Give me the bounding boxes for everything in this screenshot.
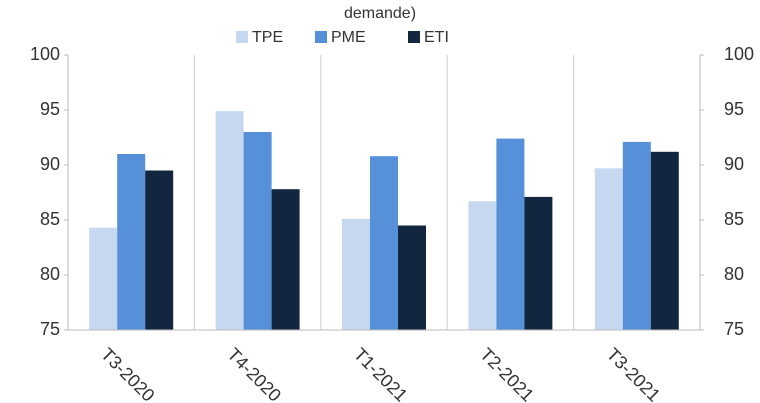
y-tick-label: 100 xyxy=(30,44,60,64)
y-tick-label: 75 xyxy=(40,319,60,339)
bar xyxy=(622,141,651,330)
bar xyxy=(342,218,370,330)
legend-label: ETI xyxy=(424,29,449,46)
x-tick-label: T2-2021 xyxy=(476,344,538,403)
y2-tick-label: 95 xyxy=(724,99,744,119)
y-tick-label: 80 xyxy=(40,264,60,284)
y-tick-label: 95 xyxy=(40,99,60,119)
bar xyxy=(117,154,146,330)
y-tick-label: 90 xyxy=(40,154,60,174)
bar xyxy=(215,111,244,330)
bar xyxy=(496,138,525,330)
legend-swatch xyxy=(236,31,248,43)
legend-label: TPE xyxy=(252,29,283,46)
chart-title: demande) xyxy=(344,5,416,22)
bar xyxy=(650,151,679,330)
bar xyxy=(145,170,174,330)
legend-swatch xyxy=(408,31,420,43)
bar xyxy=(243,132,272,330)
legend-label: PME xyxy=(331,29,366,46)
y2-tick-label: 90 xyxy=(724,154,744,174)
bar xyxy=(468,201,497,330)
y2-tick-label: 80 xyxy=(724,264,744,284)
x-tick-label: T4-2020 xyxy=(223,344,285,403)
y2-tick-label: 75 xyxy=(724,319,744,339)
x-tick-label: T3-2020 xyxy=(97,344,159,403)
y-tick-label: 85 xyxy=(40,209,60,229)
bar xyxy=(398,225,426,330)
bar xyxy=(89,227,118,330)
x-tick-label: T3-2021 xyxy=(603,344,665,403)
y2-tick-label: 85 xyxy=(724,209,744,229)
bar xyxy=(271,189,300,330)
legend-swatch xyxy=(315,31,327,43)
bar xyxy=(594,168,623,330)
bar xyxy=(370,156,398,330)
x-tick-label: T1-2021 xyxy=(350,344,412,403)
y2-tick-label: 100 xyxy=(724,44,754,64)
bar xyxy=(524,196,553,330)
